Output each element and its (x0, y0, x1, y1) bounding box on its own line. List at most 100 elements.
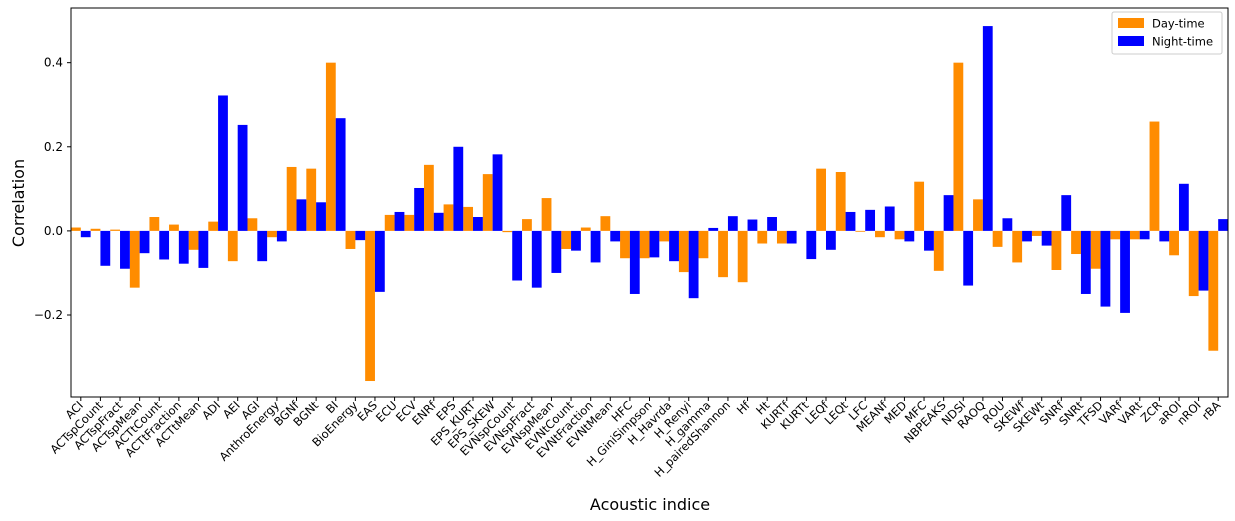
bar-night-HFC (630, 231, 640, 294)
bar-night-ACTtCount (159, 231, 169, 260)
bar-day-ECU (385, 215, 395, 231)
bar-night-ECV (414, 188, 424, 231)
bar-day-H_gamma (699, 231, 709, 258)
bar-night-aROI (1179, 184, 1189, 231)
bar-day-MFC (914, 182, 924, 231)
x-tick-label: AEI (220, 398, 243, 421)
bar-day-ACTtMean (189, 231, 199, 250)
bar-day-MED (895, 231, 905, 239)
bar-night-ACTtMean (198, 231, 208, 268)
bar-night-NBPEAKS (944, 195, 954, 231)
x-tick-label: Hf (734, 398, 754, 418)
bar-night-AGI (257, 231, 267, 261)
bar-night-BI (336, 118, 346, 231)
bar-night-BGNf (297, 199, 307, 231)
bar-day-ACTspFract (110, 230, 120, 231)
bar-night-ACTspMean (140, 231, 150, 253)
bar-day-NBPEAKS (934, 231, 944, 271)
bar-night-SNRt (1081, 231, 1091, 294)
bar-night-ZCR (1159, 231, 1169, 242)
bar-night-MFC (924, 231, 934, 251)
y-axis-label: Correlation (9, 159, 28, 247)
bar-night-H_pairedShannon (728, 216, 738, 231)
bar-night-ACTtFraction (179, 231, 189, 264)
bar-night-EPS (453, 147, 463, 231)
bar-day-LEQf (816, 169, 826, 231)
bar-night-EVNtCount (571, 231, 581, 251)
bar-night-EAS (375, 231, 385, 292)
bar-day-EPS_KURT (463, 207, 473, 231)
bars-layer (71, 26, 1228, 381)
bar-day-ECV (404, 215, 414, 231)
bar-night-EVNtFraction (591, 231, 601, 263)
bar-day-BGNt (306, 169, 316, 231)
bar-day-EVNspCount (502, 231, 512, 232)
bar-night-LFC (865, 210, 875, 231)
bar-night-EPS_SKEW (493, 154, 503, 231)
bar-night-ENRf (434, 213, 444, 231)
bar-day-ACTtFraction (169, 225, 179, 231)
bar-day-ACI (71, 228, 81, 231)
y-tick-label: 0.2 (44, 140, 63, 154)
bar-day-SNRt (1071, 231, 1081, 254)
bar-day-H_Havrda (659, 231, 669, 242)
bar-day-SNRf (1052, 231, 1062, 270)
bar-night-H_GiniSimpson (650, 231, 660, 257)
legend-swatch-night (1118, 36, 1144, 46)
bar-day-VARt (1130, 231, 1140, 239)
bar-night-MEANf (885, 207, 895, 231)
bar-day-rBA (1208, 231, 1218, 351)
bar-day-BGNf (287, 167, 297, 231)
bar-day-EPS (444, 204, 454, 230)
bar-day-TFSD (1091, 231, 1101, 269)
bar-night-KURTt (806, 231, 816, 259)
bar-day-NDSI (953, 63, 963, 231)
bar-day-LEQt (836, 172, 846, 231)
bar-day-ACTtCount (149, 217, 159, 231)
bar-day-ACTspMean (130, 231, 140, 288)
bar-day-Hf (738, 231, 748, 282)
bar-day-nROI (1189, 231, 1199, 296)
bar-night-TFSD (1101, 231, 1111, 307)
bar-night-NDSI (963, 231, 973, 286)
bar-day-KURTf (777, 231, 787, 244)
bar-night-ROU (1002, 218, 1012, 231)
bar-day-AnthroEnergy (267, 231, 277, 237)
bar-night-BioEnergy (355, 231, 365, 240)
bar-day-ACTspCount (91, 229, 101, 231)
bar-day-EVNspFract (522, 219, 532, 231)
bar-night-BGNt (316, 202, 326, 231)
bar-night-EVNspMean (551, 231, 561, 273)
bar-night-H_gamma (708, 228, 718, 231)
bar-day-ENRf (424, 165, 434, 231)
bar-day-EPS_SKEW (483, 174, 493, 231)
bar-night-RAOQ (983, 26, 993, 231)
bar-night-H_Havrda (669, 231, 679, 261)
x-tick-label: rBA (1199, 398, 1223, 422)
bar-night-ECU (395, 212, 405, 231)
legend-swatch-day (1118, 18, 1144, 28)
bar-night-ADI (218, 95, 228, 230)
bar-day-Ht (757, 231, 767, 244)
bar-day-MEANf (875, 231, 885, 237)
bar-day-LFC (855, 231, 865, 232)
bar-night-SNRf (1061, 195, 1071, 231)
bar-night-ACTspFract (120, 231, 130, 269)
bar-day-ZCR (1150, 122, 1160, 231)
bar-night-AEI (238, 125, 248, 231)
bar-night-VARf (1120, 231, 1130, 313)
y-tick-label: 0.0 (44, 224, 63, 238)
bar-night-nROI (1199, 231, 1209, 291)
bar-day-H_GiniSimpson (640, 231, 650, 258)
bar-night-ACTspCount (100, 231, 110, 266)
bar-day-ROU (993, 231, 1003, 247)
bar-day-EVNspMean (542, 198, 552, 231)
bar-day-VARf (1110, 231, 1120, 239)
bar-day-ADI (208, 222, 218, 231)
bar-day-SKEWt (1032, 231, 1042, 236)
bar-night-AnthroEnergy (277, 231, 287, 242)
legend-label-night: Night-time (1152, 35, 1213, 49)
